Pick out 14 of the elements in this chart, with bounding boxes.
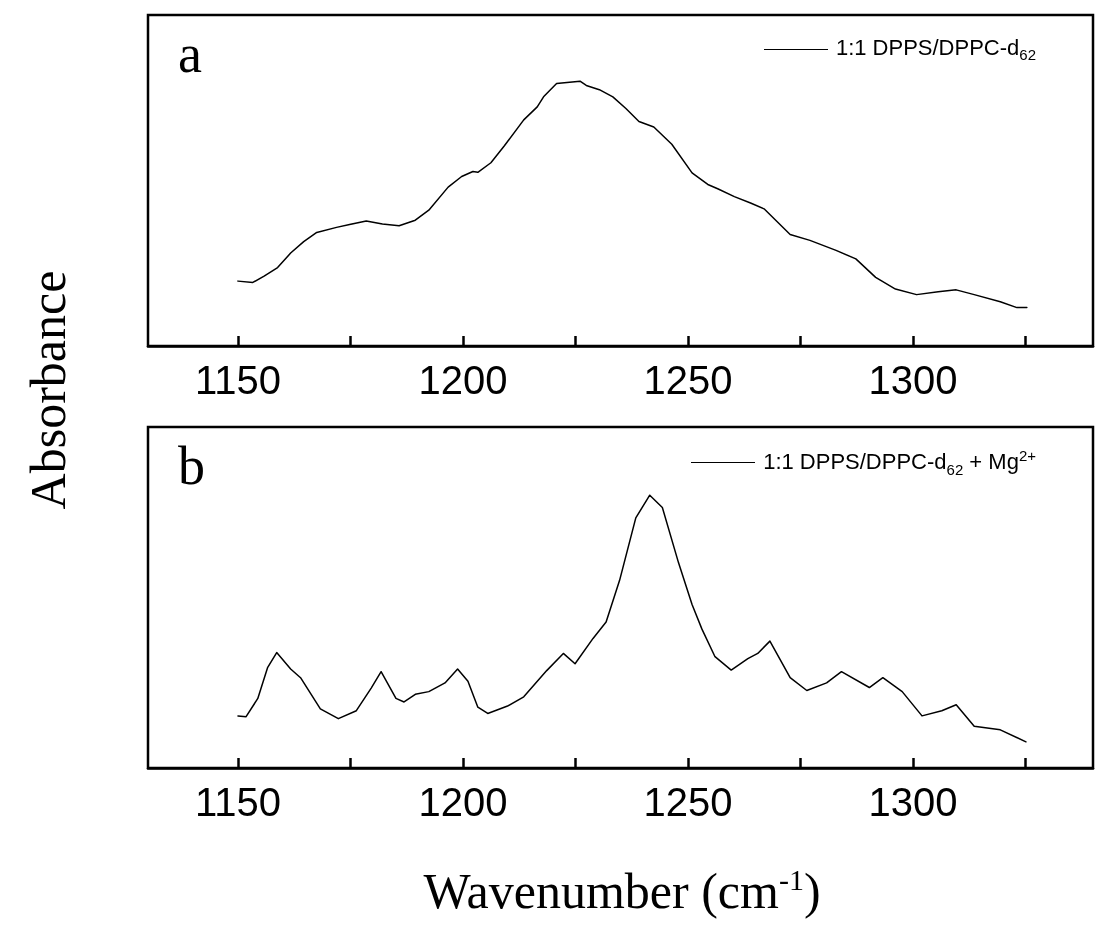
x-tick-label: 1250 xyxy=(643,358,733,402)
legend-label: 1:1 DPPS/DPPC-d$_{62}$ + Mg$^{2+}$ xyxy=(763,447,1036,478)
x-tick-label: 1300 xyxy=(868,358,958,402)
x-tick-label: 1200 xyxy=(418,780,508,824)
annotation: a xyxy=(178,24,202,84)
x-tick-label: 1150 xyxy=(194,780,282,824)
x-tick-label: 1150 xyxy=(194,358,282,402)
x-tick-label: 1250 xyxy=(643,780,733,824)
legend-label: 1:1 DPPS/DPPC-d$_{62}$ xyxy=(835,35,1036,64)
y-axis-title: Absorbance xyxy=(19,270,77,510)
annotation: b xyxy=(178,436,205,496)
x-axis-title: Wavenumber (cm$^{-1}$) xyxy=(423,862,821,920)
x-tick-label: 1300 xyxy=(868,780,958,824)
x-tick-label: 1200 xyxy=(418,358,508,402)
